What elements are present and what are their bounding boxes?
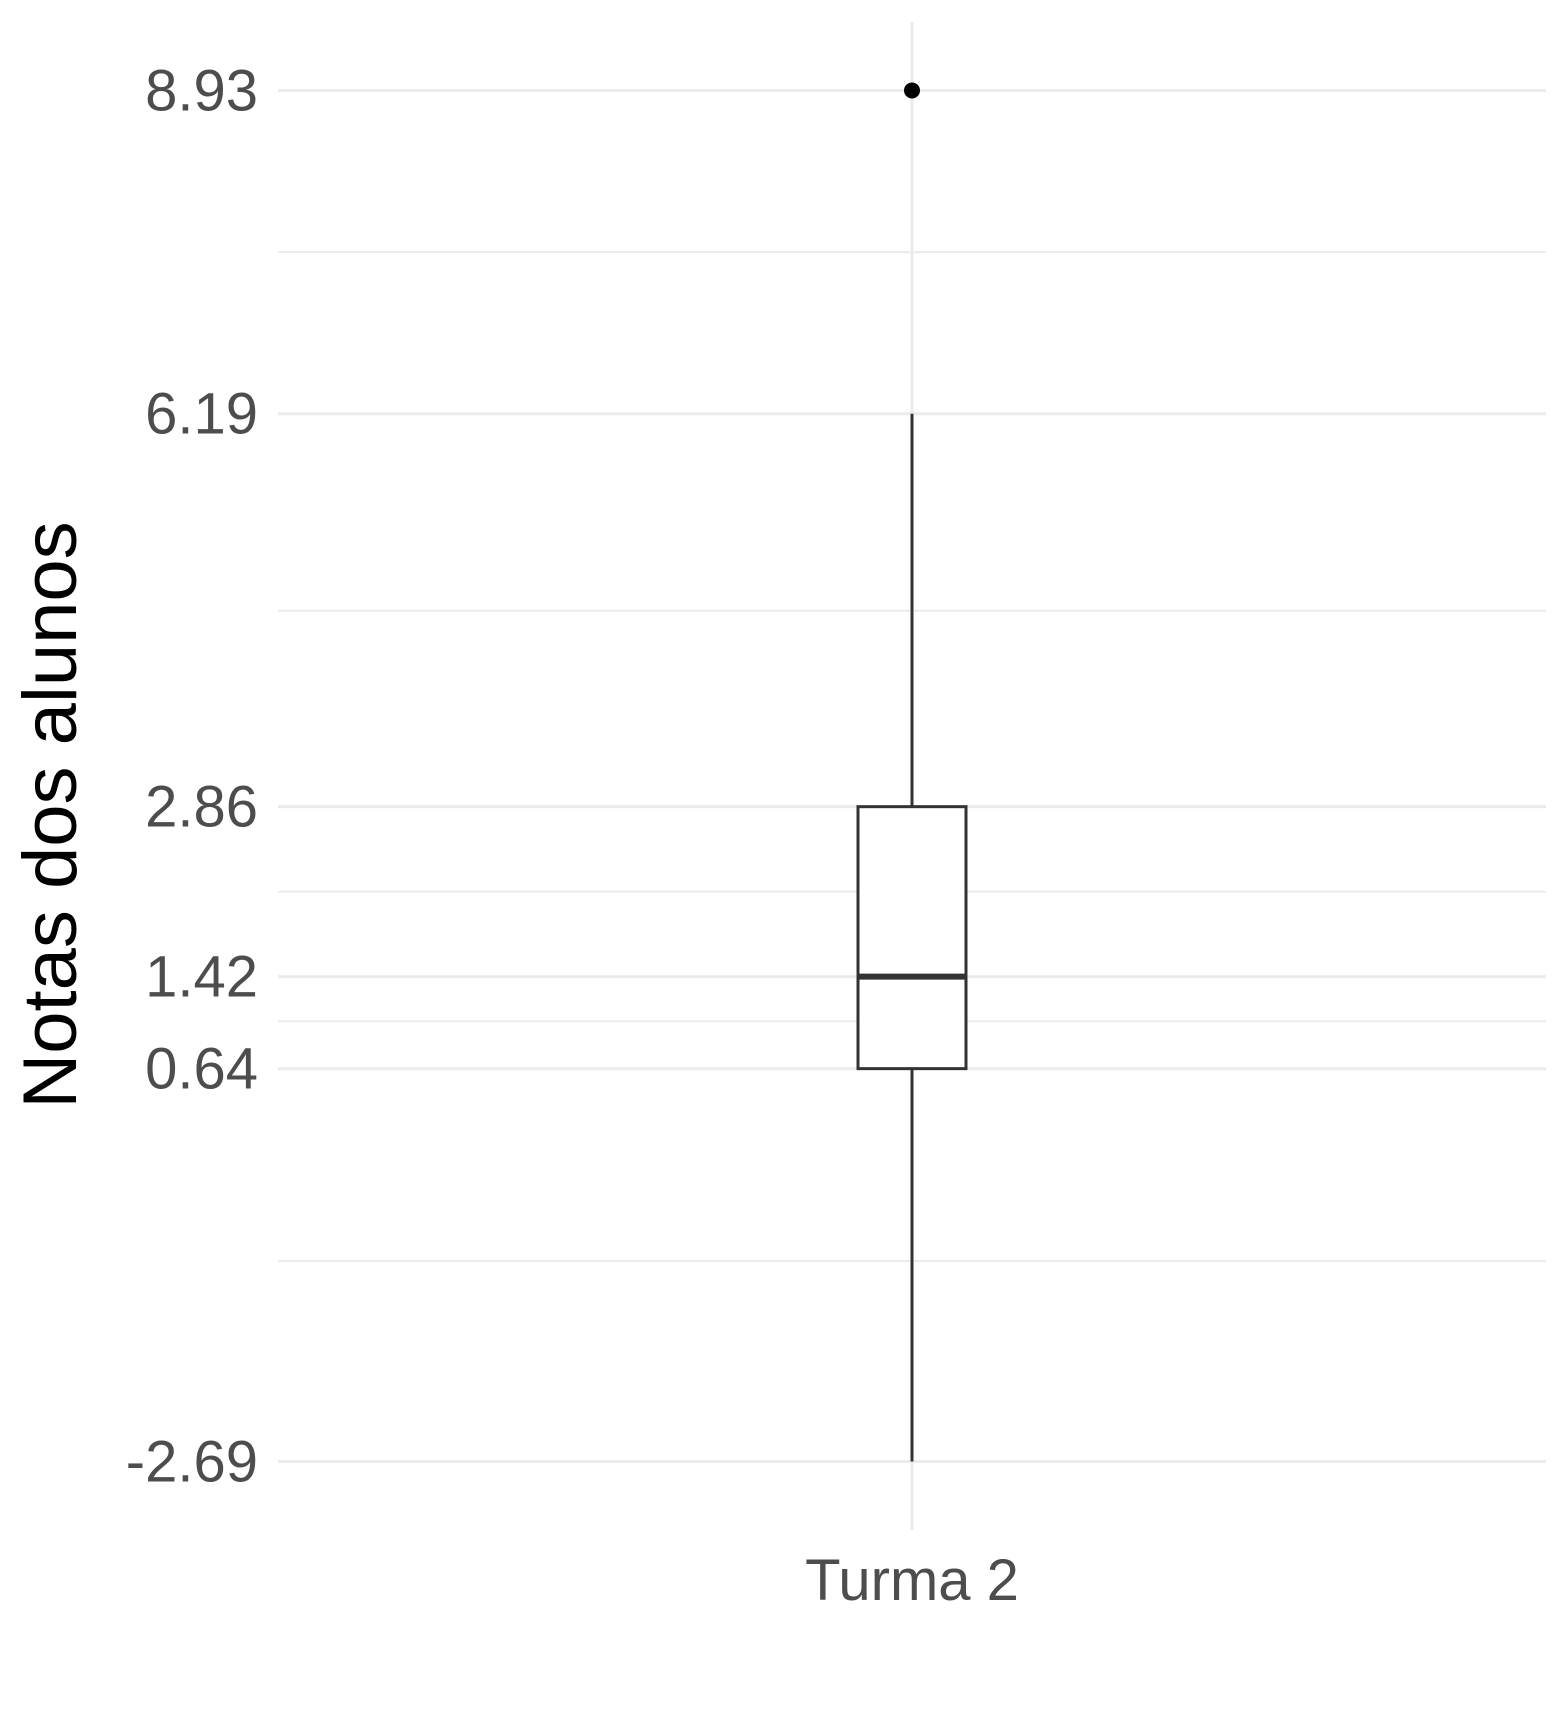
x-tick-label: Turma 2 bbox=[805, 1548, 1019, 1613]
y-tick-label: 1.42 bbox=[145, 945, 258, 1010]
interquartile-box bbox=[856, 805, 968, 1071]
y-tick-label: 6.19 bbox=[145, 382, 258, 447]
y-tick-label: 0.64 bbox=[145, 1037, 258, 1102]
y-tick-label: 8.93 bbox=[145, 58, 258, 123]
outlier-point bbox=[904, 82, 920, 99]
y-axis-tick-labels: -2.69 0.64 1.42 2.86 6.19 8.93 bbox=[126, 58, 258, 1494]
y-tick-label: -2.69 bbox=[126, 1430, 258, 1495]
x-axis-tick-labels: Turma 2 bbox=[805, 1548, 1019, 1613]
box-plot-layer bbox=[856, 82, 968, 1462]
y-tick-label: 2.86 bbox=[145, 775, 258, 840]
y-axis-title: Notas dos alunos bbox=[8, 521, 93, 1108]
